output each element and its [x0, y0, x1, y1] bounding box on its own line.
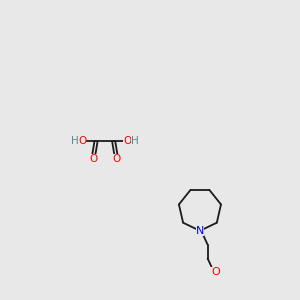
- Text: N: N: [196, 226, 204, 236]
- Text: O: O: [78, 136, 86, 146]
- Text: O: O: [90, 154, 98, 164]
- Text: H: H: [70, 136, 78, 146]
- Text: O: O: [123, 136, 132, 146]
- Text: O: O: [211, 267, 220, 278]
- Text: H: H: [131, 136, 139, 146]
- Text: O: O: [112, 154, 120, 164]
